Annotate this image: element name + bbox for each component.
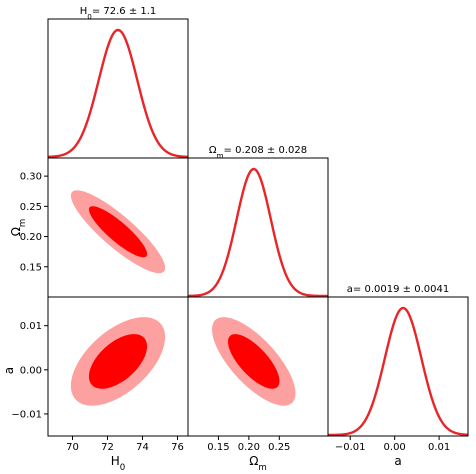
x-tick-label-a-2: 0.01 bbox=[428, 442, 450, 453]
title-a: a= 0.0019 ± 0.0041 bbox=[347, 284, 449, 295]
panel-frame-2-2 bbox=[327, 296, 469, 437]
x-tick-label-Om-2: 0.25 bbox=[268, 442, 290, 453]
x-tick-label-H0-3: 76 bbox=[171, 442, 184, 453]
y-tick-label-Om-0: 0.15 bbox=[20, 262, 42, 273]
y-tick-label-Om-2: 0.25 bbox=[20, 202, 42, 213]
y-tick-label-Om-1: 0.20 bbox=[20, 232, 42, 243]
marginal-Om-curve bbox=[187, 167, 328, 298]
x-tick-label-Om-0: 0.15 bbox=[207, 442, 229, 453]
title-H0: H0= 72.6 ± 1.1 bbox=[80, 6, 157, 21]
x-tick-label-a-0: −0.01 bbox=[335, 442, 366, 453]
y-tick-label-a-0: −0.01 bbox=[11, 409, 42, 420]
x-tick-label-H0-1: 72 bbox=[101, 442, 114, 453]
panel-frame-0-0 bbox=[47, 18, 189, 159]
x-tick-label-H0-2: 74 bbox=[136, 442, 149, 453]
x-tick-label-a-1: 0.00 bbox=[384, 442, 406, 453]
x-axis-label-om: Ωm bbox=[249, 454, 267, 473]
x-tick-label-Om-1: 0.20 bbox=[238, 442, 260, 453]
marginal-H0-curve bbox=[47, 28, 189, 159]
marginal-a-curve bbox=[328, 306, 469, 437]
x-axis-label-a: a bbox=[394, 454, 401, 468]
y-tick-label-Om-3: 0.30 bbox=[20, 172, 42, 183]
y-axis-label-om: Ωm bbox=[9, 219, 28, 237]
title-Om: Ωm= 0.208 ± 0.028 bbox=[209, 145, 307, 160]
y-axis-label-a: a bbox=[2, 367, 16, 374]
panel-om-a-contour-68 bbox=[228, 334, 280, 389]
y-tick-label-a-2: 0.01 bbox=[20, 321, 42, 332]
panel-h0-a-contour-68 bbox=[88, 334, 148, 389]
panel-h0-om-contour-68 bbox=[88, 206, 148, 258]
panel-frame-1-1 bbox=[187, 157, 329, 298]
y-tick-label-a-1: 0.00 bbox=[20, 365, 42, 376]
x-axis-label-h0: H0 bbox=[111, 454, 126, 473]
x-tick-label-H0-0: 70 bbox=[66, 442, 79, 453]
